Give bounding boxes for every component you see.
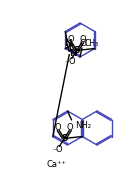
Text: Ca⁺⁺: Ca⁺⁺ — [46, 160, 66, 169]
Text: NH₂: NH₂ — [76, 121, 92, 130]
Text: O: O — [56, 145, 63, 154]
Text: Cl: Cl — [79, 39, 88, 48]
Text: O: O — [55, 123, 62, 132]
Text: ⁻: ⁻ — [64, 59, 69, 68]
Text: S: S — [61, 134, 67, 143]
Text: O: O — [79, 35, 86, 44]
Text: S: S — [73, 46, 80, 55]
Text: O: O — [67, 35, 74, 44]
Text: CH₃: CH₃ — [85, 38, 99, 47]
Text: O: O — [68, 57, 75, 66]
Text: N: N — [69, 49, 77, 58]
Text: O: O — [67, 123, 74, 132]
Text: ⁻: ⁻ — [52, 147, 57, 156]
Text: N: N — [64, 39, 72, 48]
